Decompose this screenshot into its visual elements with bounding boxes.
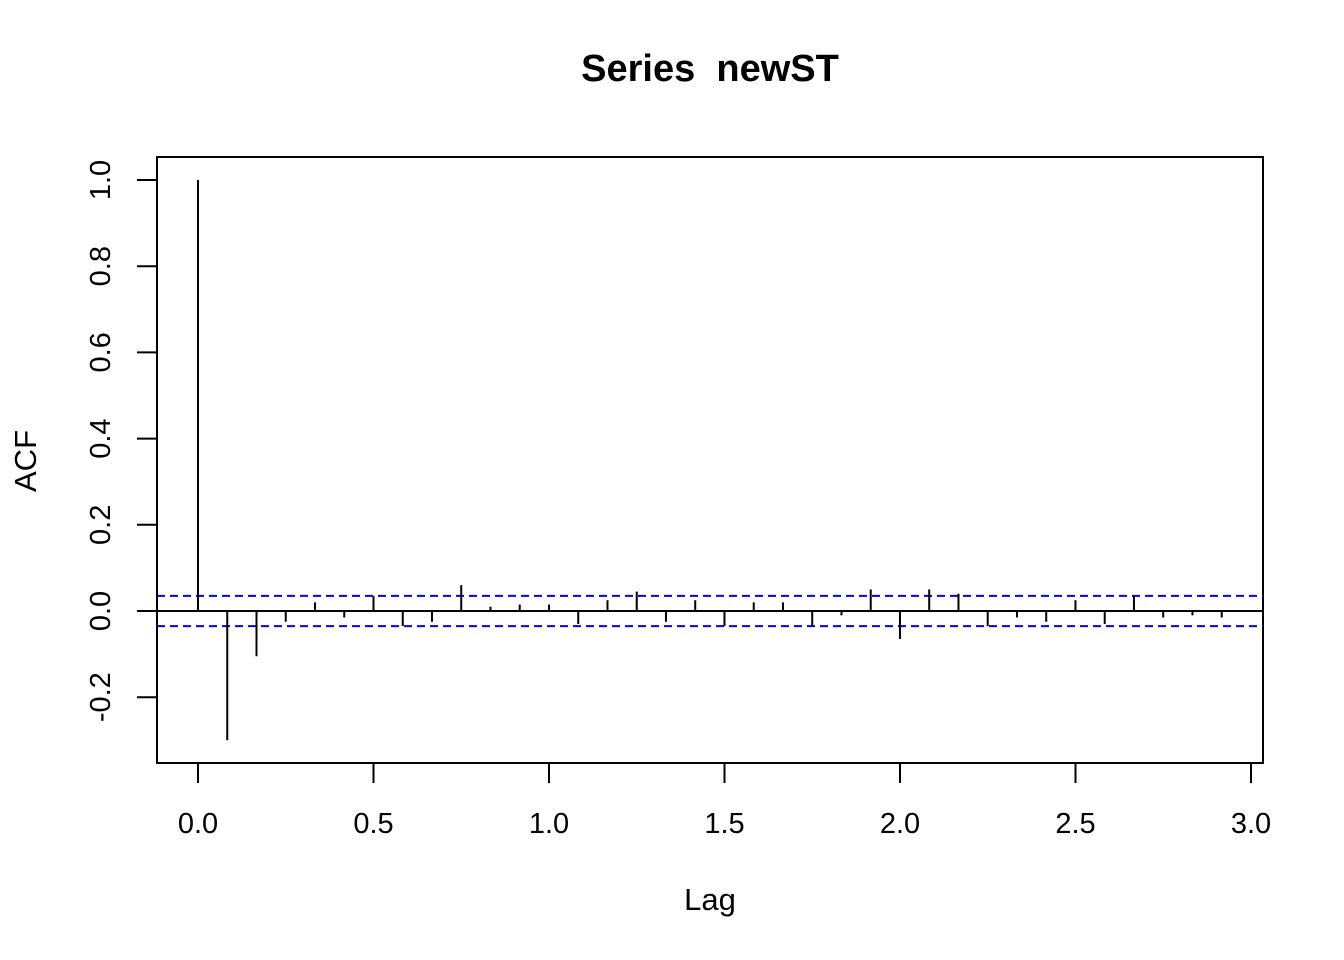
x-axis-label: Lag — [684, 882, 736, 917]
y-axis: -0.2 0.0 0.2 0.4 0.6 0.8 1.0 — [85, 160, 158, 722]
x-tick-label: 1.0 — [529, 808, 569, 840]
y-tick-label: 0.6 — [85, 332, 117, 372]
y-tick-label: 0.2 — [85, 505, 117, 545]
y-tick-label: 1.0 — [85, 160, 117, 200]
y-axis-label: ACF — [8, 430, 43, 492]
plot-frame — [156, 156, 1264, 764]
y-tick-label: 0.0 — [85, 591, 117, 631]
stems-group — [157, 180, 1263, 741]
y-tick-label: 0.8 — [85, 246, 117, 286]
x-tick-label: 1.5 — [704, 808, 744, 840]
y-tick-label: 0.4 — [85, 418, 117, 458]
x-tick-label: 0.0 — [178, 808, 218, 840]
x-tick-label: 2.0 — [880, 808, 920, 840]
x-tick-label: 2.5 — [1055, 808, 1095, 840]
x-tick-label: 0.5 — [353, 808, 393, 840]
x-axis: 0.0 0.5 1.0 1.5 2.0 2.5 3.0 — [178, 762, 1271, 840]
chart-title: Series newST — [581, 48, 839, 90]
y-tick-label: -0.2 — [85, 672, 117, 722]
x-tick-label: 3.0 — [1231, 808, 1271, 840]
